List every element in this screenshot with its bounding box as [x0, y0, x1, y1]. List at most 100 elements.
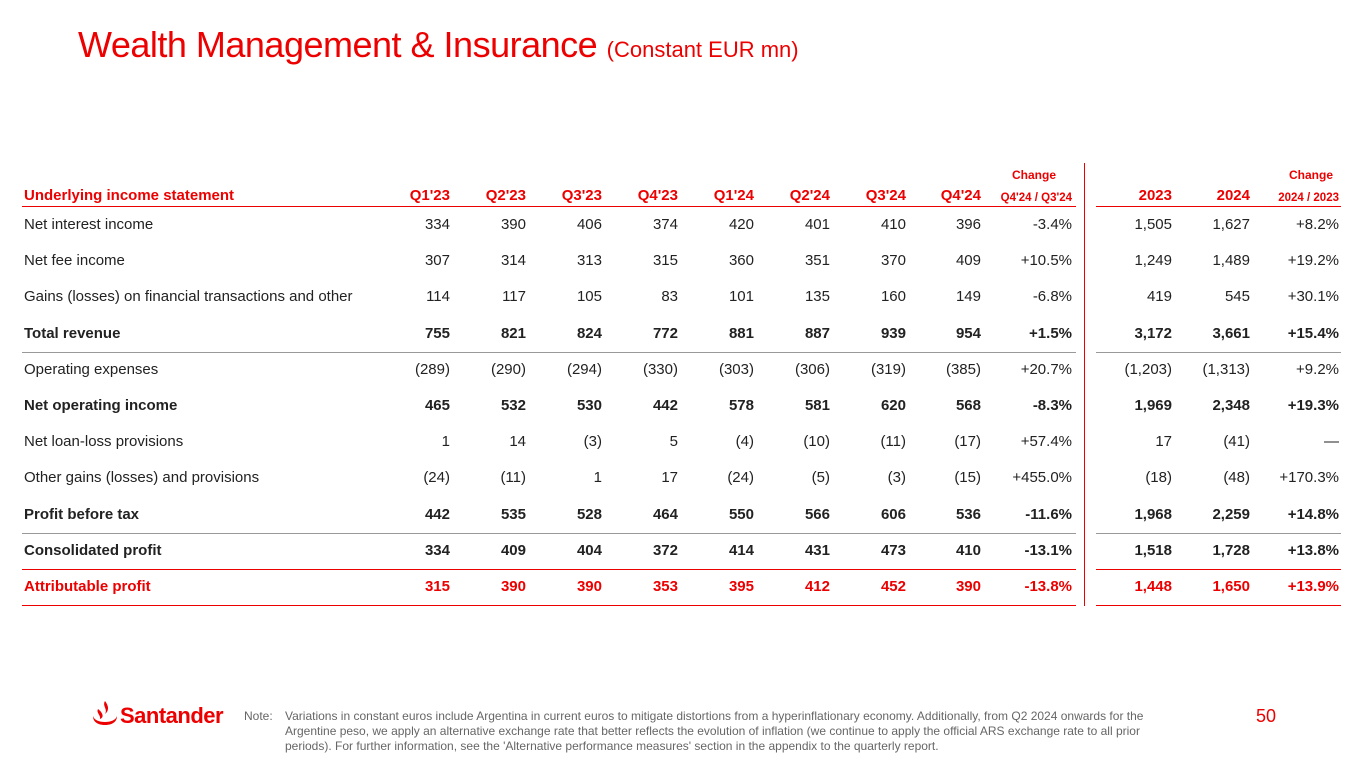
column-header: Underlying income statement [24, 187, 235, 204]
row-rule [22, 351, 1076, 353]
cell-value: (5) [811, 469, 830, 487]
column-header: Q1'23 [409, 187, 450, 204]
cell-value: 5 [669, 433, 678, 451]
cell-value: 954 [955, 324, 981, 342]
cell-value: 414 [728, 541, 754, 559]
cell-value: 406 [576, 216, 602, 233]
cell-value: 315 [652, 252, 678, 270]
cell-value: (294) [566, 360, 602, 378]
cell-value: (17) [954, 433, 981, 451]
cell-value: 2,259 [1212, 505, 1250, 523]
column-header: 2024 / 2023 [1278, 192, 1339, 204]
cell-value: -6.8% [1032, 288, 1072, 306]
cell-value: +19.3% [1287, 397, 1339, 414]
logo-text: Santander [120, 703, 224, 728]
cell-value: (18) [1145, 469, 1172, 487]
column-header: Q4'23 [637, 187, 678, 204]
subtitle: (Constant EUR mn) [606, 37, 799, 62]
row-label: Operating expenses [24, 360, 159, 378]
cell-value: 824 [576, 324, 602, 342]
cell-value: 566 [804, 505, 830, 523]
cell-value: -13.8% [1024, 578, 1072, 595]
cell-value: 881 [728, 324, 754, 342]
row-rule [1096, 206, 1341, 207]
row-label: Net operating income [24, 397, 178, 414]
cell-value: +13.8% [1287, 541, 1339, 559]
cell-value: 431 [804, 541, 830, 559]
cell-value: 374 [652, 216, 678, 233]
cell-value: (4) [735, 433, 754, 451]
cell-value: 390 [576, 578, 602, 595]
cell-value: 1,627 [1212, 216, 1250, 233]
cell-value: 535 [500, 505, 526, 523]
cell-value: 473 [880, 541, 906, 559]
row-label: Net loan-loss provisions [24, 433, 184, 451]
cell-value: 307 [424, 252, 450, 270]
cell-value: 360 [728, 252, 754, 270]
row-label: Other gains (losses) and provisions [24, 469, 260, 487]
cell-value: 545 [1224, 288, 1250, 306]
cell-value: (1,203) [1124, 360, 1172, 378]
cell-value: 1 [593, 469, 602, 487]
row-rule [1096, 532, 1341, 534]
cell-value: 83 [661, 288, 678, 306]
cell-value: +19.2% [1287, 252, 1339, 270]
cell-value: 772 [652, 324, 678, 342]
cell-value: 396 [955, 216, 981, 233]
row-rule [22, 605, 1076, 606]
cell-value: +20.7% [1020, 360, 1072, 378]
cell-value: 606 [880, 505, 906, 523]
cell-value: — [1324, 433, 1339, 451]
cell-value: 370 [880, 252, 906, 270]
cell-value: 334 [424, 541, 450, 559]
column-header: Q2'24 [789, 187, 830, 204]
cell-value: 452 [880, 578, 906, 595]
cell-value: 442 [424, 505, 450, 523]
cell-value: 334 [424, 216, 450, 233]
row-label: Attributable profit [24, 578, 151, 595]
cell-value: 755 [424, 324, 450, 342]
row-rule [1096, 605, 1341, 606]
column-header: Q3'24 [865, 187, 906, 204]
cell-value: 419 [1146, 288, 1172, 306]
cell-value: 442 [652, 397, 678, 414]
cell-value: 939 [880, 324, 906, 342]
column-header: 2023 [1138, 187, 1172, 204]
cell-value: 536 [955, 505, 981, 523]
cell-value: 528 [576, 505, 602, 523]
cell-value: 620 [880, 397, 906, 414]
cell-value: 1,969 [1134, 397, 1172, 414]
row-label: Gains (losses) on financial transactions… [24, 288, 353, 306]
cell-value: 550 [728, 505, 754, 523]
logo-icon [93, 701, 117, 725]
cell-value: (11) [500, 469, 526, 487]
slide-title: Wealth Management & Insurance (Constant … [78, 24, 799, 66]
cell-value: 395 [728, 578, 754, 595]
cell-value: 568 [955, 397, 981, 414]
cell-value: 420 [728, 216, 754, 233]
cell-value: (385) [945, 360, 981, 378]
column-divider [1084, 163, 1085, 606]
cell-value: (1,313) [1202, 360, 1250, 378]
cell-value: 3,661 [1212, 324, 1250, 342]
page-number: 50 [1256, 706, 1277, 726]
cell-value: +9.2% [1296, 360, 1339, 378]
column-header: 2024 [1216, 187, 1250, 204]
group-header: Change [1011, 168, 1056, 182]
cell-value: 17 [661, 469, 678, 487]
cell-value: (41) [1223, 433, 1250, 451]
cell-value: 135 [804, 288, 830, 306]
cell-value: 1,968 [1134, 505, 1172, 523]
cell-value: 114 [426, 288, 450, 306]
cell-value: (290) [490, 360, 526, 378]
cell-value: 117 [502, 288, 526, 306]
cell-value: +30.1% [1287, 288, 1339, 306]
cell-value: 17 [1155, 433, 1172, 451]
cell-value: 1,650 [1212, 578, 1250, 595]
row-label: Net interest income [24, 216, 154, 233]
cell-value: 2,348 [1212, 397, 1250, 414]
cell-value: 581 [804, 397, 830, 414]
cell-value: 821 [500, 324, 526, 342]
cell-value: 314 [500, 252, 526, 270]
cell-value: (11) [880, 433, 906, 451]
